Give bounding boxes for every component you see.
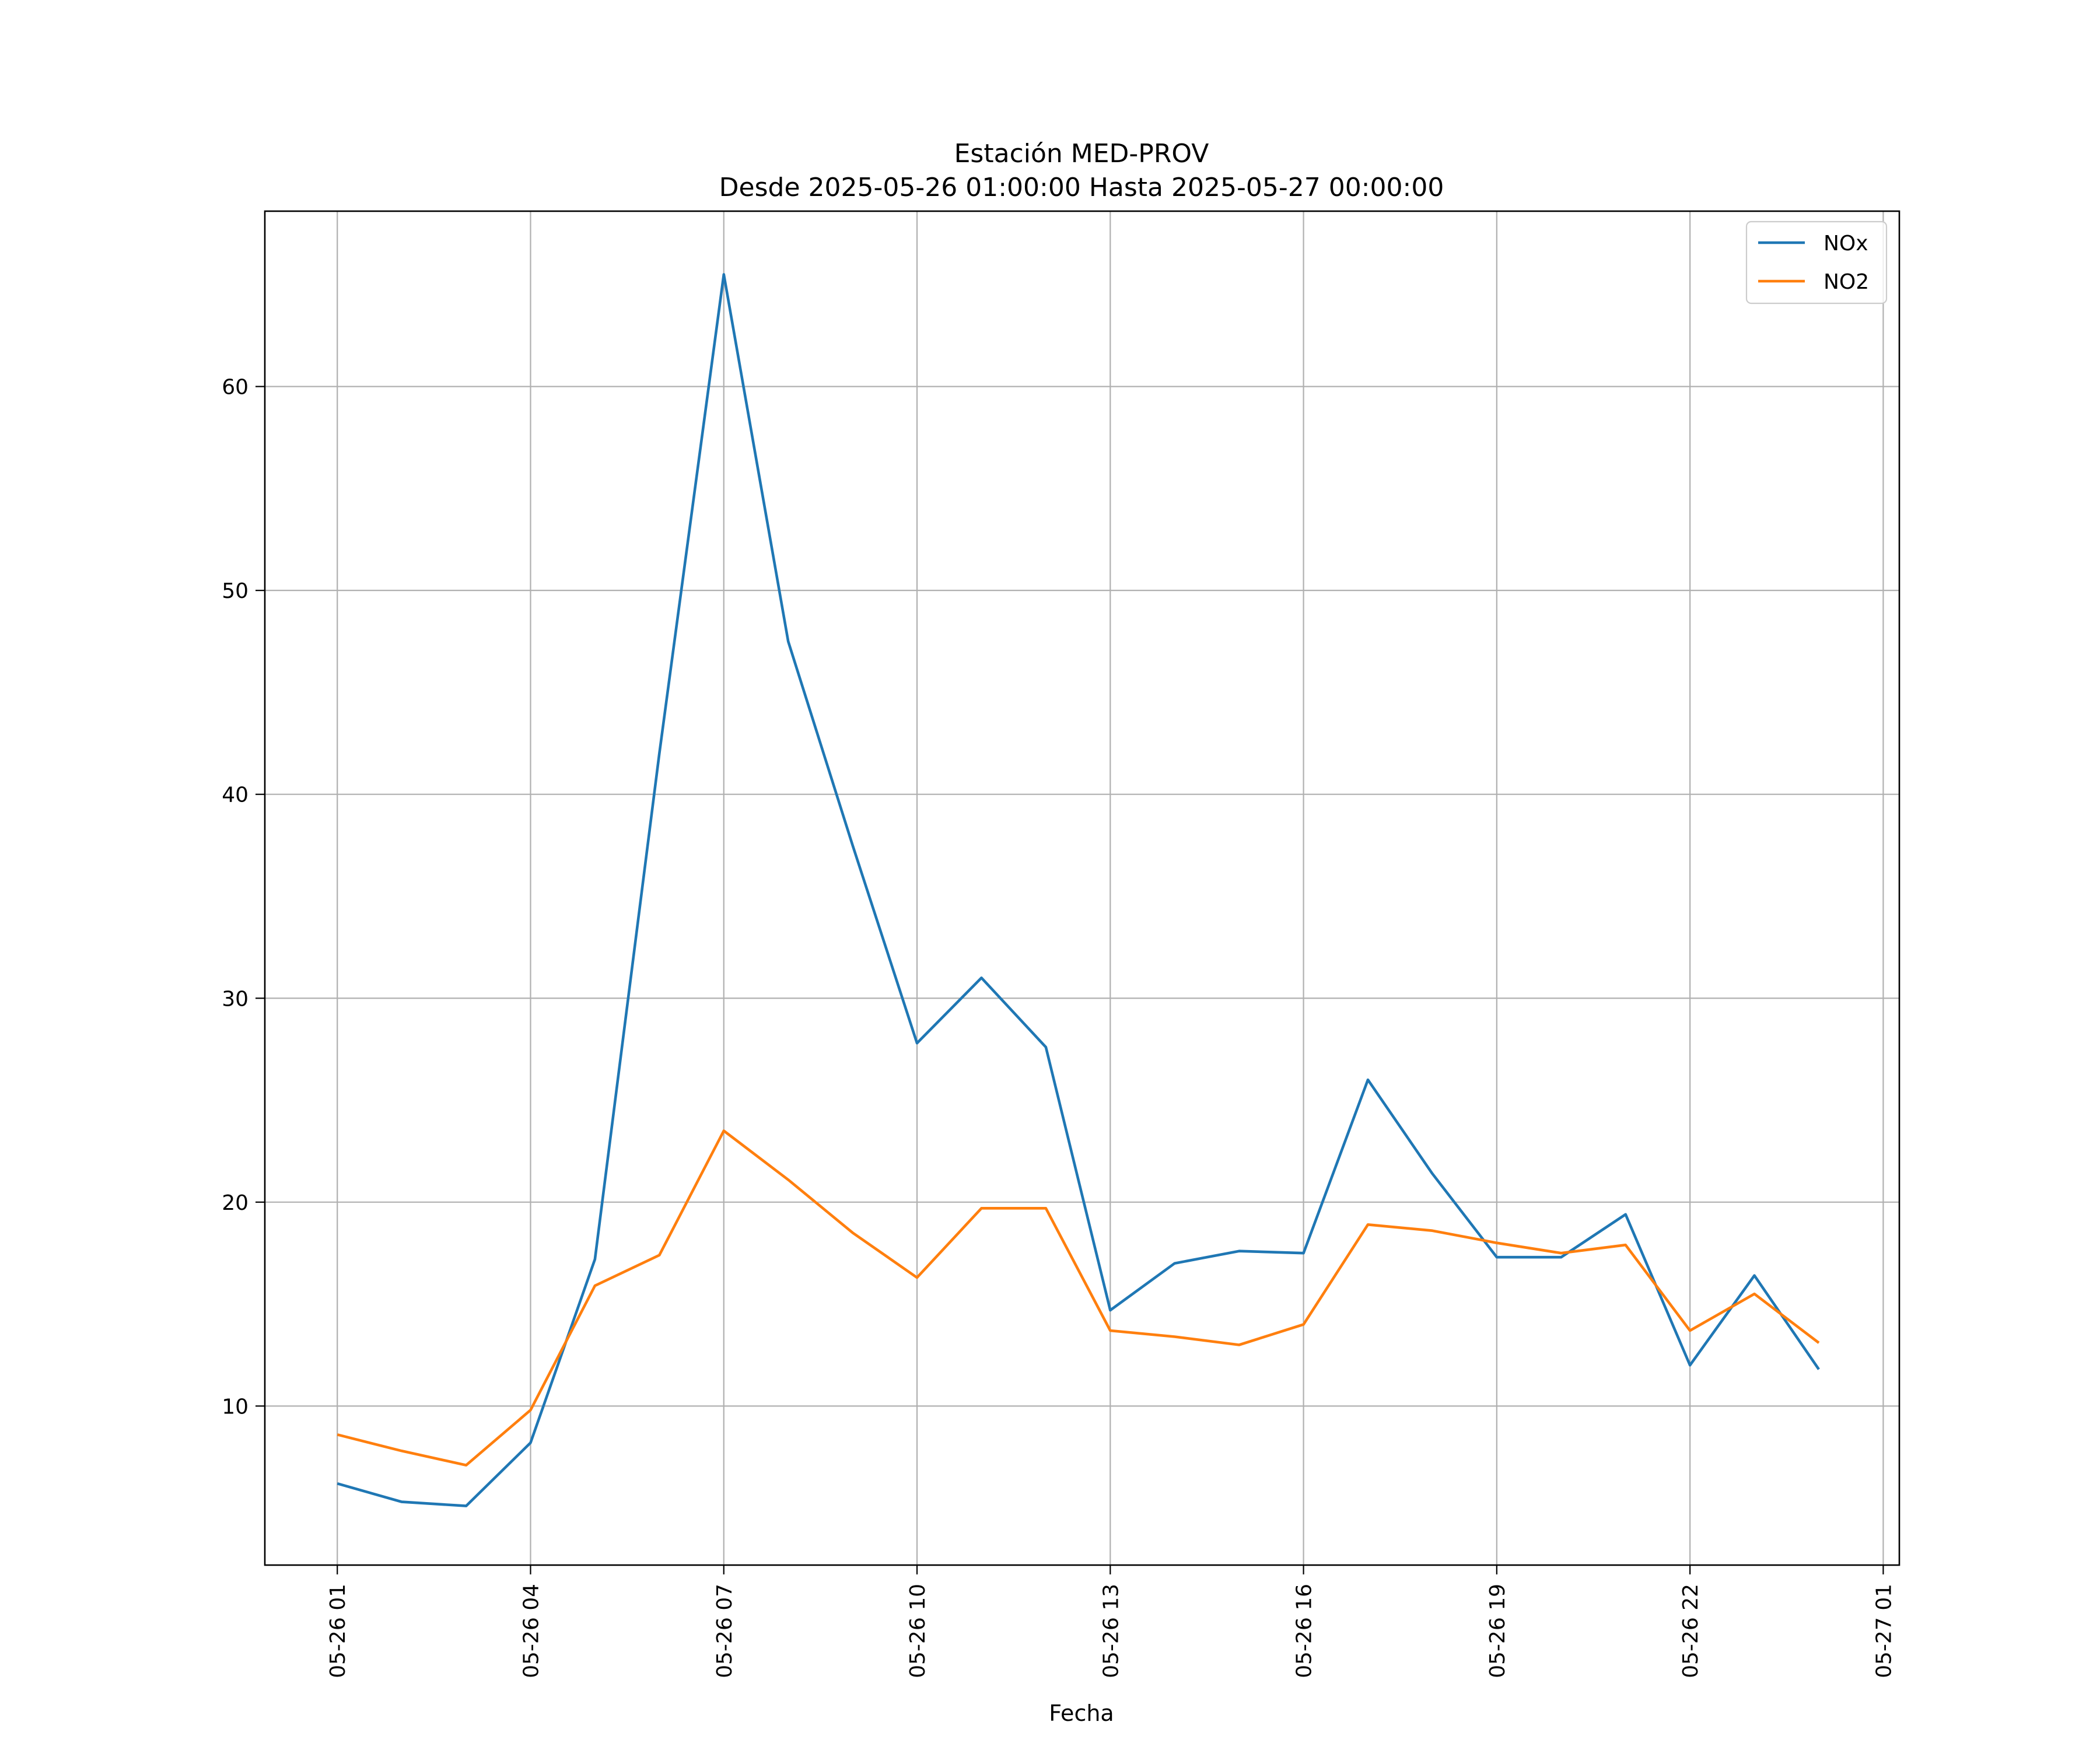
y-axis-ticks: 10 20 30 40 50 60 — [222, 376, 265, 1419]
x-tick-label: 05-26 01 — [326, 1584, 350, 1678]
x-tick-label: 05-26 22 — [1679, 1584, 1703, 1678]
series-line-nox — [337, 273, 1820, 1507]
x-tick-label: 05-26 13 — [1099, 1584, 1123, 1678]
chart-title-line-1: Estación MED-PROV — [954, 139, 1209, 169]
x-tick-label: 05-26 10 — [906, 1584, 930, 1678]
legend-label-no2: NO2 — [1824, 270, 1869, 294]
y-tick-label: 10 — [222, 1395, 249, 1419]
x-tick-label: 05-26 04 — [519, 1584, 543, 1678]
x-axis-ticks: 05-26 01 05-26 04 05-26 07 05-26 10 05-26 13… — [326, 1565, 1896, 1678]
x-tick-label: 05-26 19 — [1486, 1584, 1510, 1678]
x-tick-label: 05-26 16 — [1293, 1584, 1317, 1678]
x-tick-label: 05-27 01 — [1872, 1584, 1896, 1678]
y-tick-label: 50 — [222, 579, 249, 603]
legend-label-nox: NOx — [1824, 232, 1868, 256]
grid-lines — [265, 211, 1899, 1565]
y-tick-label: 20 — [222, 1191, 249, 1215]
series-lines — [337, 273, 1820, 1507]
legend: NOx NO2 — [1745, 220, 1888, 304]
y-tick-label: 60 — [222, 376, 249, 400]
y-tick-label: 30 — [222, 987, 249, 1011]
x-tick-label: 05-26 07 — [713, 1584, 737, 1678]
y-tick-label: 40 — [222, 783, 249, 807]
plot-frame — [264, 210, 1901, 1566]
x-axis-label: Fecha — [1049, 1700, 1114, 1726]
chart-title-line-2: Desde 2025-05-26 01:00:00 Hasta 2025-05-… — [719, 173, 1444, 202]
series-line-no2 — [337, 1129, 1820, 1466]
